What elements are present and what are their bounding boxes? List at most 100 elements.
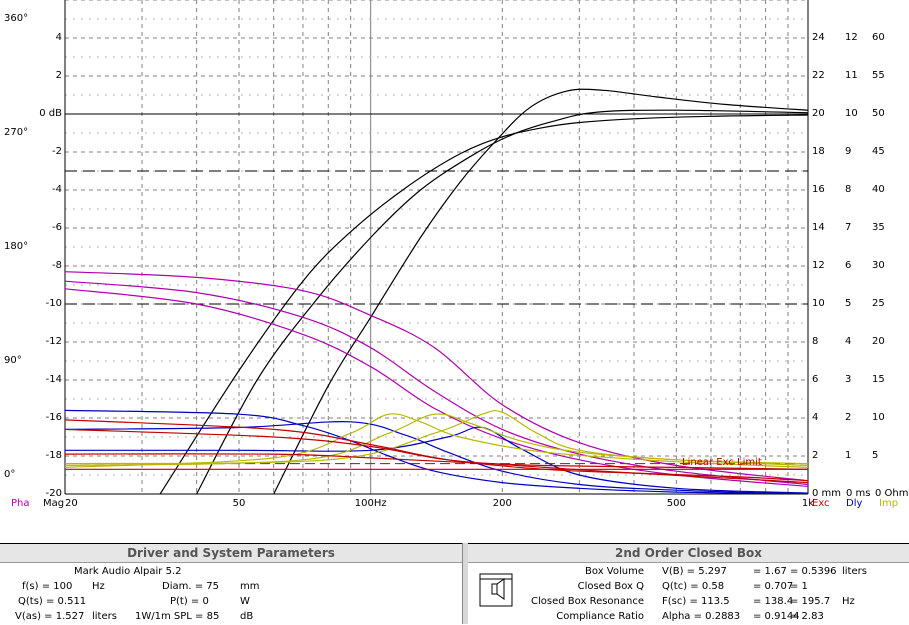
db-tick-label: -12 bbox=[45, 336, 62, 347]
db-tick-label: -20 bbox=[45, 488, 62, 499]
right-axis-ms-label: 3 bbox=[845, 374, 852, 385]
right-axis-ms-label: 12 bbox=[845, 32, 858, 43]
legend-mag[interactable]: Mag bbox=[43, 498, 65, 509]
right-axis-mm-label: 24 bbox=[812, 32, 825, 43]
right-axis-ohm-label: 55 bbox=[872, 70, 885, 81]
param-vas[interactable]: V(as) = 1.527 bbox=[15, 611, 85, 622]
right-axis-ohm-label: 50 bbox=[872, 108, 885, 119]
compliance-ratio-v3[interactable]: = 2.83 bbox=[790, 611, 824, 622]
closed-box-resonance-v2[interactable]: = 138.4 bbox=[753, 596, 794, 607]
phase-tick-label: 180° bbox=[4, 241, 29, 252]
param-spl[interactable]: 1W/1m SPL = 85 bbox=[135, 611, 220, 622]
param-pt[interactable]: P(t) = 0 bbox=[170, 596, 209, 607]
closed-box-resonance-label: Closed Box Resonance bbox=[531, 596, 644, 607]
driver-panel-title: Driver and System Parameters bbox=[0, 544, 462, 563]
legend-dly[interactable]: Dly bbox=[846, 498, 863, 509]
right-axis-ohm-label: 40 bbox=[872, 184, 885, 195]
x-tick-label: 200 bbox=[492, 498, 512, 509]
x-tick-label: 100Hz bbox=[354, 498, 387, 509]
right-axis-ms-label: 8 bbox=[845, 184, 852, 195]
right-axis-mm-label: 16 bbox=[812, 184, 825, 195]
right-axis-ms-label: 6 bbox=[845, 260, 852, 271]
box-panel-title: 2nd Order Closed Box bbox=[468, 544, 909, 563]
db-tick-label: -18 bbox=[45, 450, 62, 461]
phase-tick-label: 90° bbox=[4, 355, 22, 366]
param-fs-unit: Hz bbox=[92, 581, 105, 592]
right-axis-mm-label: 4 bbox=[812, 412, 819, 423]
driver-parameters-panel: Driver and System Parameters Mark Audio … bbox=[0, 543, 462, 625]
db-tick-label: -10 bbox=[45, 298, 62, 309]
box-volume-v3[interactable]: = 0.5396 bbox=[790, 566, 837, 577]
delay-series-line bbox=[65, 426, 808, 494]
phase-series-line bbox=[65, 288, 808, 487]
right-axis-ms-label: 7 bbox=[845, 222, 852, 233]
closed-box-q-label: Closed Box Q bbox=[577, 581, 644, 592]
right-axis-ohm-label: 45 bbox=[872, 146, 885, 157]
x-tick-label: 500 bbox=[666, 498, 686, 509]
driver-model: Mark Audio Alpair 5.2 bbox=[74, 566, 182, 577]
phase-tick-label: 0° bbox=[4, 469, 16, 480]
response-graph bbox=[64, 0, 809, 495]
box-volume-v1[interactable]: V(B) = 5.297 bbox=[662, 566, 727, 577]
grid bbox=[64, 0, 809, 495]
x-tick-label: 1k bbox=[801, 498, 815, 509]
right-axis-ohm-label: 5 bbox=[872, 450, 879, 461]
right-axis-mm-label: 22 bbox=[812, 70, 825, 81]
right-axis-mm-label: 14 bbox=[812, 222, 825, 233]
phase-tick-label: 270° bbox=[4, 127, 29, 138]
magnitude-series-line bbox=[159, 114, 808, 494]
right-axis-mm-label: 18 bbox=[812, 146, 825, 157]
impedance-series-line bbox=[65, 409, 808, 465]
db-tick-label: -2 bbox=[52, 146, 62, 157]
right-axis-mm-label: 8 bbox=[812, 336, 819, 347]
right-axis-mm-zero: 0 mm bbox=[812, 488, 842, 499]
param-diam[interactable]: Diam. = 75 bbox=[162, 581, 219, 592]
right-axis-ohm-label: 20 bbox=[872, 336, 885, 347]
legend-imp[interactable]: Imp bbox=[879, 498, 899, 509]
closed-box-resonance-v3[interactable]: = 195.7 bbox=[790, 596, 831, 607]
right-axis-ms-zero: 0 ms bbox=[846, 488, 871, 499]
box-volume-v2[interactable]: = 1.67 bbox=[753, 566, 787, 577]
closed-box-q-v2[interactable]: = 0.707 bbox=[753, 581, 794, 592]
right-axis-ms-label: 9 bbox=[845, 146, 852, 157]
linear-exc-limit-label: Linear Exc Limit bbox=[682, 457, 762, 468]
right-axis-mm-label: 2 bbox=[812, 450, 819, 461]
right-axis-ohm-label: 25 bbox=[872, 298, 885, 309]
closed-box-panel: 2nd Order Closed Box Box Volume V(B) = 5… bbox=[468, 543, 909, 625]
legend-exc[interactable]: Exc bbox=[812, 498, 830, 509]
param-qts[interactable]: Q(ts) = 0.511 bbox=[18, 596, 87, 607]
right-axis-ms-label: 4 bbox=[845, 336, 852, 347]
right-axis-ms-label: 10 bbox=[845, 108, 858, 119]
box-volume-unit: liters bbox=[842, 566, 867, 577]
closed-box-resonance-v1[interactable]: F(sc) = 113.5 bbox=[662, 596, 730, 607]
speaker-box-icon bbox=[478, 572, 514, 608]
phase-series-line bbox=[65, 271, 808, 482]
right-axis-ohm-label: 10 bbox=[872, 412, 885, 423]
param-spl-unit: dB bbox=[240, 611, 254, 622]
closed-box-q-v3[interactable]: = 1 bbox=[790, 581, 808, 592]
compliance-ratio-v2[interactable]: = 0.9144 bbox=[753, 611, 800, 622]
closed-box-q-v1[interactable]: Q(tc) = 0.58 bbox=[662, 581, 725, 592]
db-tick-label: 4 bbox=[55, 32, 62, 43]
right-axis-ohm-label: 15 bbox=[872, 374, 885, 385]
right-axis-ohm-label: 60 bbox=[872, 32, 885, 43]
legend-pha[interactable]: Pha bbox=[11, 498, 30, 509]
right-axis-ohm-label: 30 bbox=[872, 260, 885, 271]
box-volume-label: Box Volume bbox=[585, 566, 644, 577]
phase-tick-label: 360° bbox=[4, 13, 29, 24]
series-layer bbox=[65, 88, 808, 494]
right-axis-ms-label: 11 bbox=[845, 70, 858, 81]
db-tick-label: -4 bbox=[52, 184, 62, 195]
db-tick-label: -14 bbox=[45, 374, 62, 385]
param-diam-unit: mm bbox=[240, 581, 260, 592]
x-tick-label: 50 bbox=[232, 498, 246, 509]
right-axis-mm-label: 12 bbox=[812, 260, 825, 271]
param-fs[interactable]: f(s) = 100 bbox=[22, 581, 73, 592]
right-axis-ohm-zero: 0 Ohm bbox=[875, 488, 909, 499]
compliance-ratio-v1[interactable]: Alpha = 0.2883 bbox=[662, 611, 741, 622]
right-axis-ohm-label: 35 bbox=[872, 222, 885, 233]
right-axis-mm-label: 6 bbox=[812, 374, 819, 385]
right-axis-mm-label: 10 bbox=[812, 298, 825, 309]
x-start-label: 20 bbox=[65, 498, 78, 509]
excursion-series-line bbox=[65, 453, 808, 470]
